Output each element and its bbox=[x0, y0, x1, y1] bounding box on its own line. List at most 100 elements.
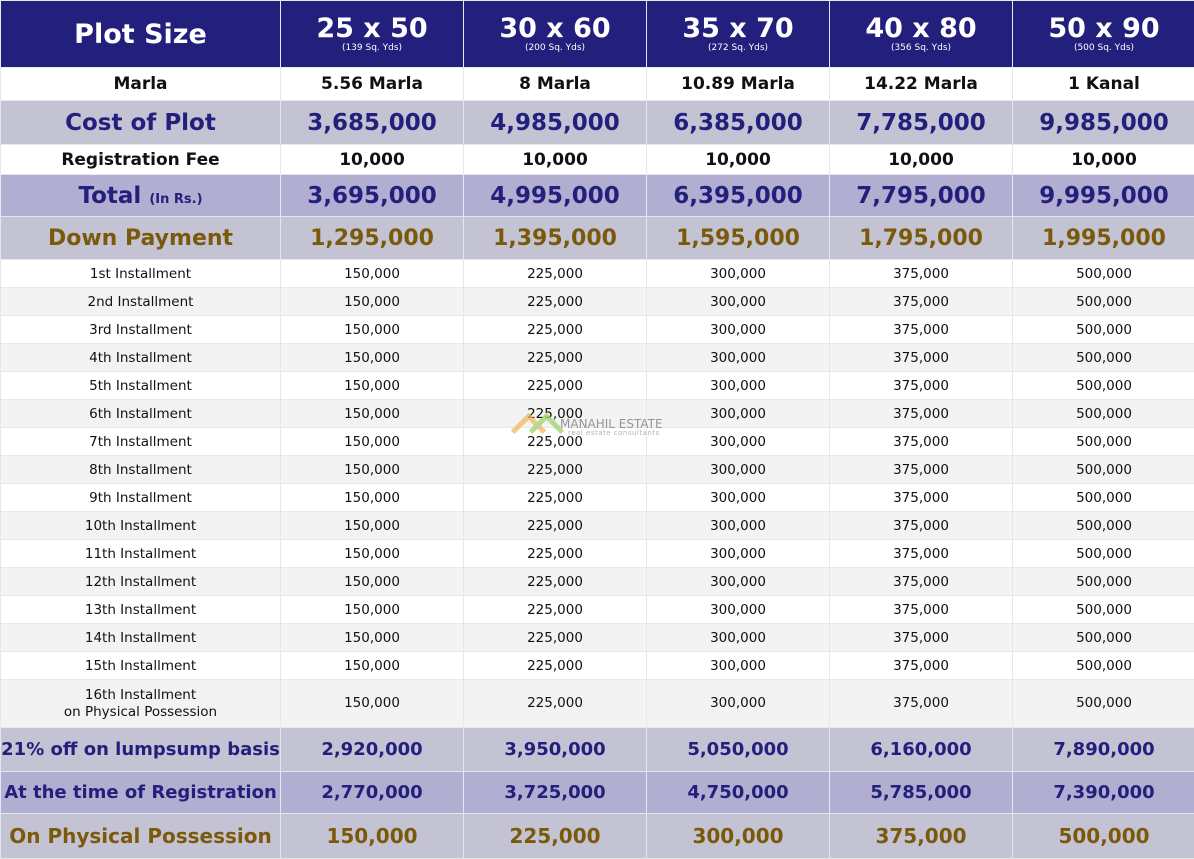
plot-sq-yds: (356 Sq. Yds) bbox=[830, 44, 1012, 53]
installment-label: 15th Installment bbox=[1, 652, 281, 680]
installment-amount: 375,000 bbox=[830, 456, 1013, 484]
installment-amount: 300,000 bbox=[647, 400, 830, 428]
registration-fee-label: Registration Fee bbox=[1, 145, 281, 175]
down-payment-value: 1,395,000 bbox=[464, 217, 647, 260]
installment-amount: 150,000 bbox=[281, 680, 464, 728]
installment-label: 9th Installment bbox=[1, 484, 281, 512]
installment-amount: 225,000 bbox=[464, 288, 647, 316]
installment-amount: 225,000 bbox=[464, 260, 647, 288]
installment-amount: 150,000 bbox=[281, 428, 464, 456]
installment-amount: 300,000 bbox=[647, 680, 830, 728]
installment-amount: 150,000 bbox=[281, 288, 464, 316]
installment-amount: 150,000 bbox=[281, 596, 464, 624]
installment-amount: 500,000 bbox=[1013, 484, 1194, 512]
installment-amount: 500,000 bbox=[1013, 568, 1194, 596]
on-possession-value: 300,000 bbox=[647, 814, 830, 859]
installment-amount: 500,000 bbox=[1013, 344, 1194, 372]
installment-amount: 500,000 bbox=[1013, 512, 1194, 540]
marla-value: 8 Marla bbox=[464, 68, 647, 101]
cost-of-plot-value: 3,685,000 bbox=[281, 101, 464, 145]
installment-amount: 300,000 bbox=[647, 568, 830, 596]
at-registration-label: At the time of Registration bbox=[1, 772, 281, 814]
installment-label: 10th Installment bbox=[1, 512, 281, 540]
on-possession-value: 375,000 bbox=[830, 814, 1013, 859]
installment-amount: 225,000 bbox=[464, 484, 647, 512]
installment-amount: 225,000 bbox=[464, 428, 647, 456]
on-possession-value: 500,000 bbox=[1013, 814, 1194, 859]
installment-amount: 225,000 bbox=[464, 316, 647, 344]
installment-amount: 300,000 bbox=[647, 344, 830, 372]
installment-amount: 500,000 bbox=[1013, 288, 1194, 316]
plot-dimension: 25 x 50 bbox=[281, 15, 463, 42]
installment-amount: 300,000 bbox=[647, 624, 830, 652]
registration-fee-value: 10,000 bbox=[464, 145, 647, 175]
installment-amount: 225,000 bbox=[464, 344, 647, 372]
on-possession-value: 225,000 bbox=[464, 814, 647, 859]
on-possession-label: On Physical Possession bbox=[1, 814, 281, 859]
total-label-text: Total bbox=[78, 183, 141, 209]
installment-label: 13th Installment bbox=[1, 596, 281, 624]
installment-amount: 150,000 bbox=[281, 652, 464, 680]
plot-dimension: 50 x 90 bbox=[1013, 15, 1194, 42]
registration-fee-value: 10,000 bbox=[1013, 145, 1194, 175]
registration-fee-value: 10,000 bbox=[830, 145, 1013, 175]
installment-label: 12th Installment bbox=[1, 568, 281, 596]
plot-sq-yds: (200 Sq. Yds) bbox=[464, 44, 646, 53]
installment-label: 11th Installment bbox=[1, 540, 281, 568]
at-registration-value: 3,725,000 bbox=[464, 772, 647, 814]
installment-amount: 375,000 bbox=[830, 344, 1013, 372]
at-registration-value: 4,750,000 bbox=[647, 772, 830, 814]
installment-label: 2nd Installment bbox=[1, 288, 281, 316]
total-label: Total (In Rs.) bbox=[1, 175, 281, 217]
installment-amount: 150,000 bbox=[281, 568, 464, 596]
installment-amount: 300,000 bbox=[647, 260, 830, 288]
registration-fee-value: 10,000 bbox=[647, 145, 830, 175]
installment-amount: 225,000 bbox=[464, 456, 647, 484]
total-value: 4,995,000 bbox=[464, 175, 647, 217]
cost-of-plot-value: 9,985,000 bbox=[1013, 101, 1194, 145]
installment-amount: 500,000 bbox=[1013, 400, 1194, 428]
down-payment-label: Down Payment bbox=[1, 217, 281, 260]
installment-label: 5th Installment bbox=[1, 372, 281, 400]
installment-amount: 150,000 bbox=[281, 456, 464, 484]
plot-sq-yds: (272 Sq. Yds) bbox=[647, 44, 829, 53]
plot-size-column-header: 25 x 50(139 Sq. Yds) bbox=[281, 1, 464, 68]
lumpsum-discount-value: 5,050,000 bbox=[647, 728, 830, 772]
marla-label: Marla bbox=[1, 68, 281, 101]
installment-amount: 375,000 bbox=[830, 260, 1013, 288]
final-installment-label: 16th Installment bbox=[1, 687, 280, 703]
installment-amount: 300,000 bbox=[647, 288, 830, 316]
installment-amount: 300,000 bbox=[647, 484, 830, 512]
installment-amount: 375,000 bbox=[830, 680, 1013, 728]
installment-amount: 375,000 bbox=[830, 652, 1013, 680]
installment-amount: 500,000 bbox=[1013, 624, 1194, 652]
installment-amount: 375,000 bbox=[830, 568, 1013, 596]
installment-amount: 375,000 bbox=[830, 316, 1013, 344]
lumpsum-discount-label: 21% off on lumpsump basis bbox=[1, 728, 281, 772]
installment-label: 3rd Installment bbox=[1, 316, 281, 344]
installment-amount: 300,000 bbox=[647, 540, 830, 568]
cost-of-plot-label: Cost of Plot bbox=[1, 101, 281, 145]
installment-amount: 225,000 bbox=[464, 400, 647, 428]
installment-label: 14th Installment bbox=[1, 624, 281, 652]
installment-amount: 225,000 bbox=[464, 568, 647, 596]
installment-amount: 150,000 bbox=[281, 512, 464, 540]
marla-value: 5.56 Marla bbox=[281, 68, 464, 101]
down-payment-value: 1,295,000 bbox=[281, 217, 464, 260]
installment-amount: 375,000 bbox=[830, 288, 1013, 316]
